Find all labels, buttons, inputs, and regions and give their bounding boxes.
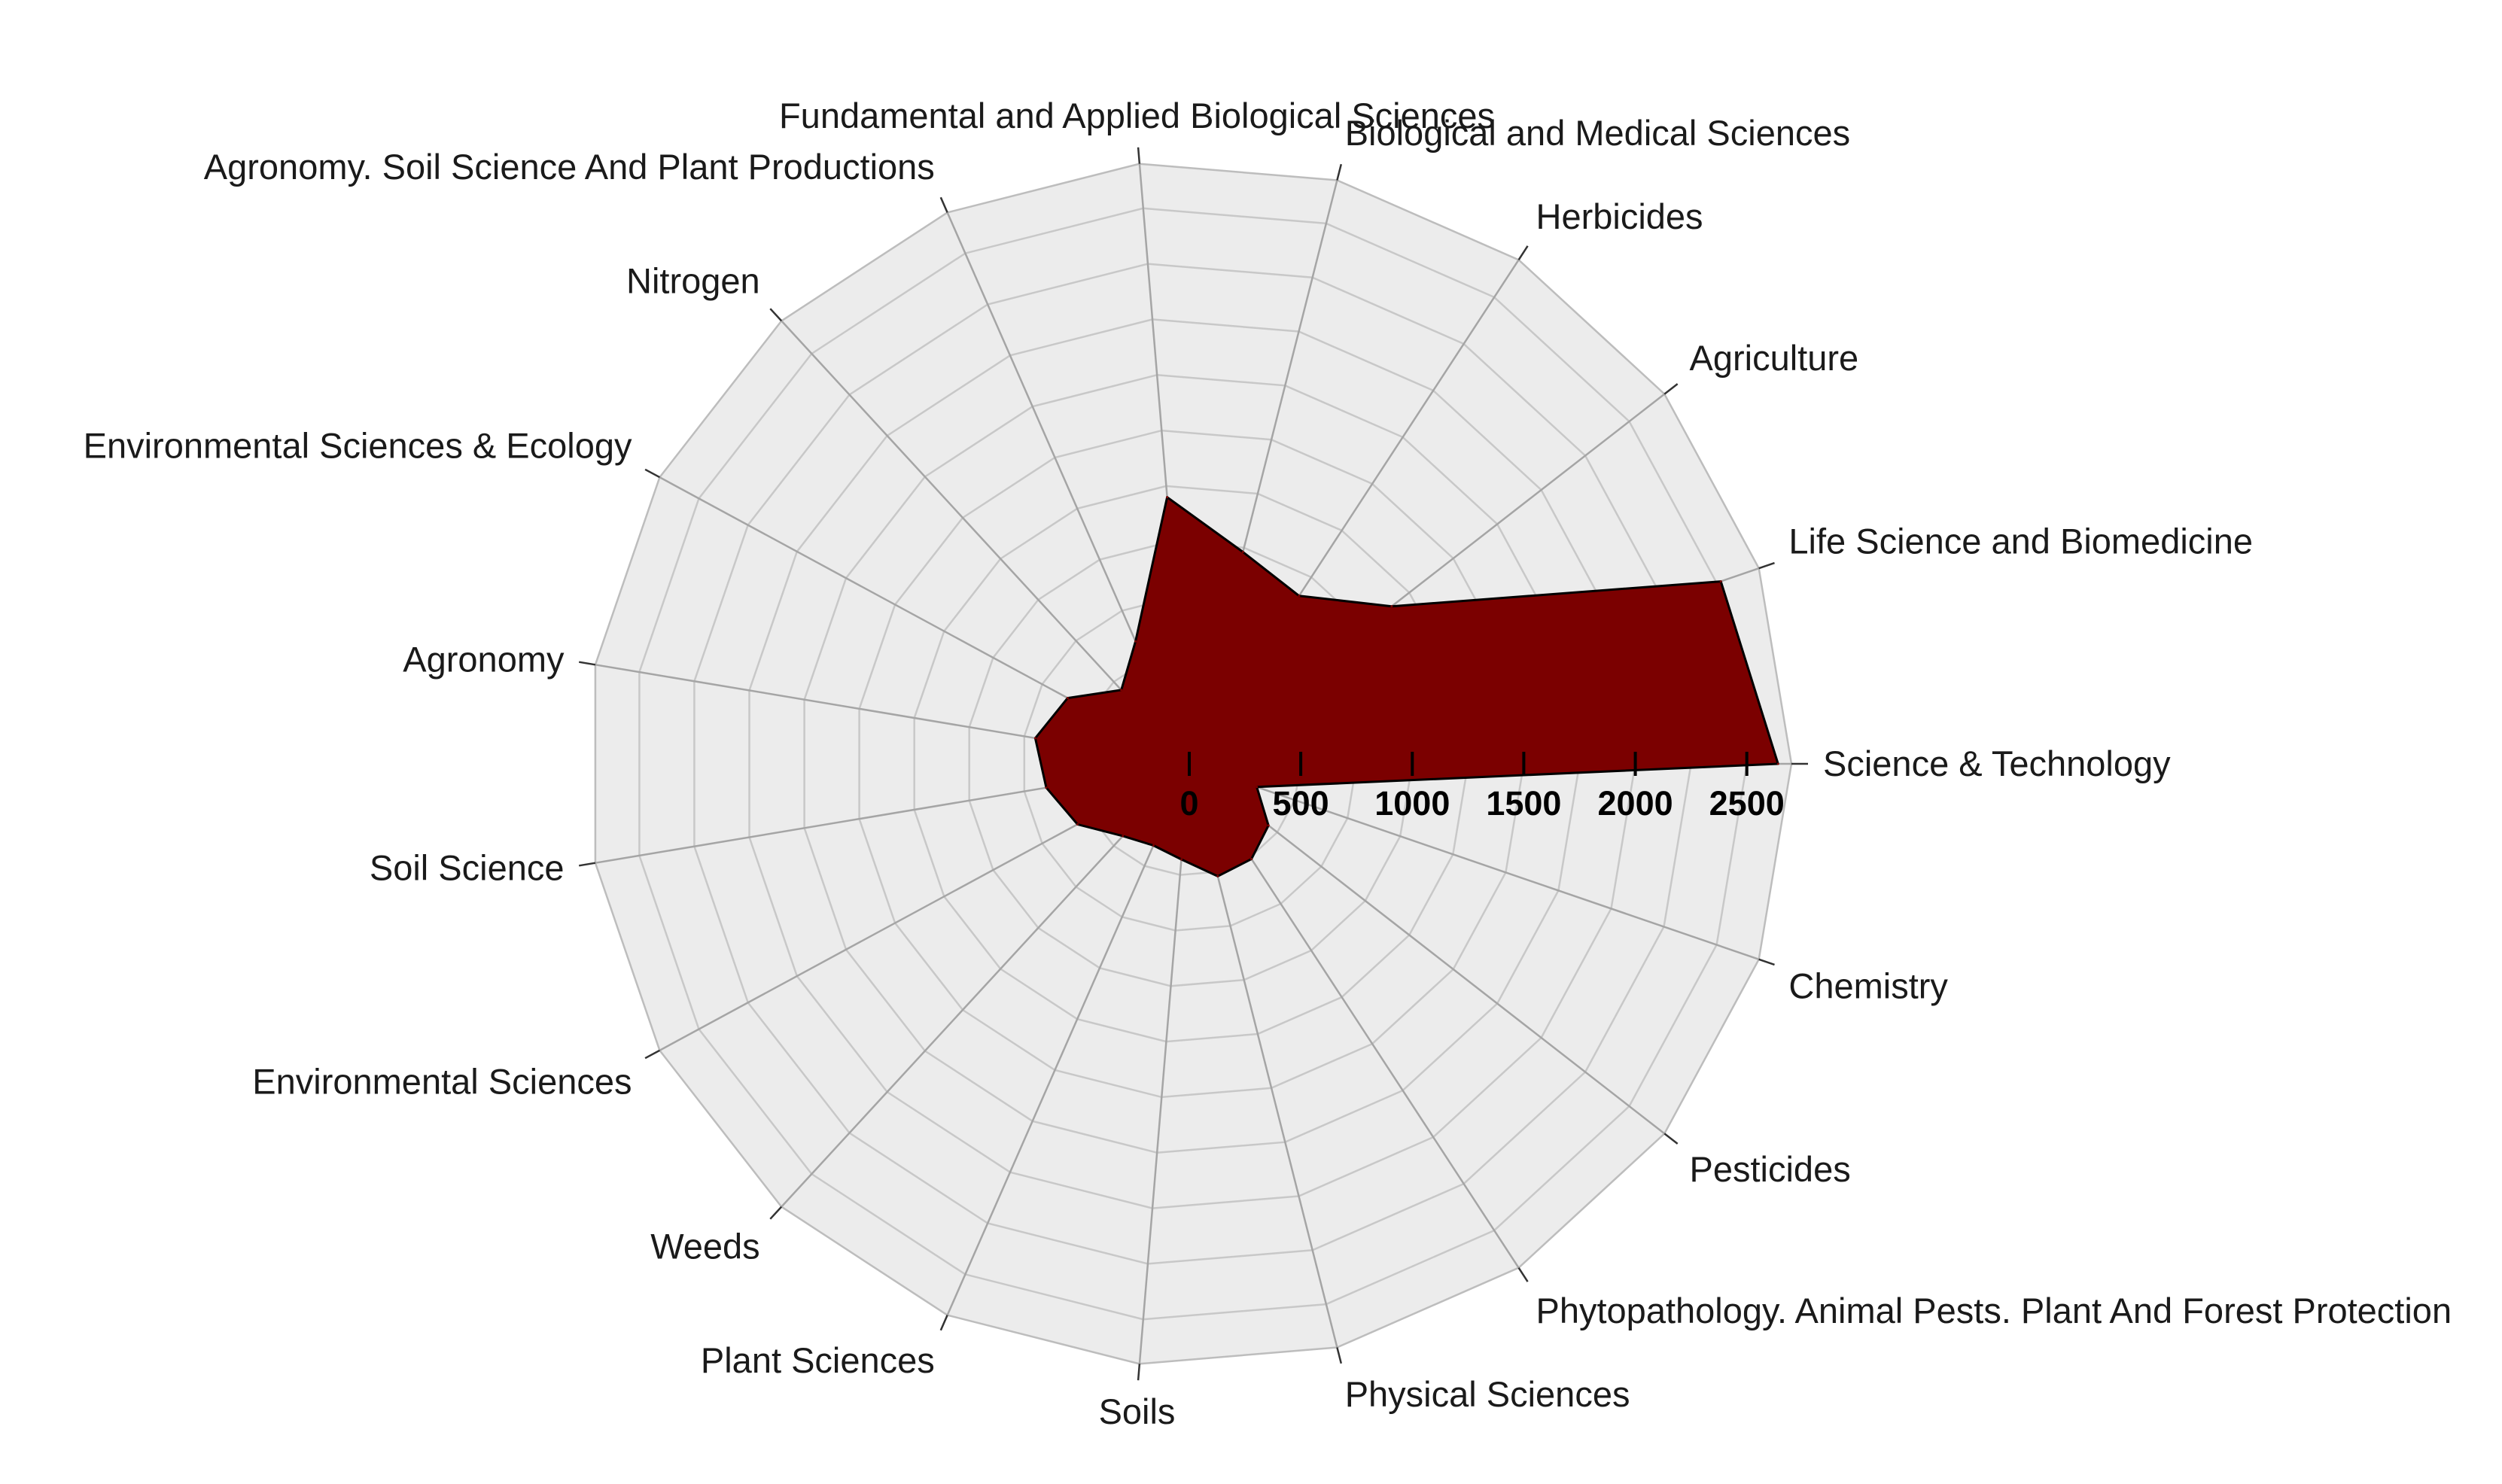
grid-ring — [913, 485, 1469, 1043]
radial-tick-label: 1500 — [1486, 784, 1561, 823]
axis-spoke — [1138, 763, 1191, 1364]
data-point — [1256, 786, 1259, 789]
category-label: Herbicides — [1536, 196, 1703, 236]
radial-tick-label: 1000 — [1374, 784, 1450, 823]
axis-tick-mark — [1663, 1133, 1679, 1145]
radial-tick-label: 2500 — [1709, 784, 1785, 823]
category-label: Phytopathology. Animal Pests. Plant And … — [1536, 1291, 2452, 1330]
data-point — [1120, 689, 1123, 692]
radial-grid — [638, 207, 1748, 1321]
category-label: Science & Technology — [1823, 744, 2171, 783]
category-label: Nitrogen — [626, 261, 760, 301]
category-labels: Science & Technology Life Science and Bio… — [84, 96, 2452, 1431]
data-point — [1180, 858, 1183, 861]
grid-ring — [638, 207, 1748, 1321]
axis-tick-mark — [939, 1315, 948, 1331]
axis-tick-mark — [1758, 958, 1775, 966]
data-point — [1122, 835, 1125, 838]
data-point — [1216, 874, 1219, 877]
axis-tick-mark — [1137, 1364, 1141, 1381]
data-point — [1298, 595, 1301, 598]
axis-tick-mark — [939, 196, 948, 213]
data-point — [1776, 762, 1779, 765]
grid-ring — [693, 263, 1692, 1265]
radial-tick-label: 500 — [1273, 784, 1329, 823]
grid-ring — [968, 540, 1414, 987]
axis-tick-mark — [578, 862, 596, 867]
data-point — [1152, 844, 1155, 847]
category-label: Agronomy. Soil Science And Plant Product… — [204, 147, 935, 187]
axis-tick-mark — [578, 661, 596, 666]
data-point — [1166, 496, 1169, 499]
radial-tick-labels: 0 500 1000 1500 2000 2500 — [1179, 752, 1785, 823]
category-label: Fundamental and Applied Biological Scien… — [779, 96, 1495, 135]
category-label: Soils — [1099, 1391, 1176, 1431]
category-label: Agriculture — [1690, 338, 1859, 378]
axis-spoke — [1189, 762, 1760, 960]
category-label: Soil Science — [370, 848, 565, 888]
category-label: Life Science and Biomedicine — [1788, 522, 2253, 561]
data-point — [1076, 823, 1079, 826]
axis-tick-mark — [769, 1206, 783, 1220]
series-area — [1033, 496, 1779, 877]
data-point — [1045, 786, 1048, 789]
data-point — [1719, 580, 1722, 583]
grid-ring — [858, 429, 1525, 1099]
category-label: Weeds — [650, 1227, 759, 1267]
axis-tick-mark — [1663, 383, 1679, 395]
axis-tick-mark — [1758, 561, 1775, 570]
axis-tick-mark — [769, 308, 783, 322]
data-point — [1066, 697, 1069, 700]
data-point — [1134, 640, 1137, 643]
category-label: Chemistry — [1788, 966, 1948, 1005]
category-label: Biological and Medical Sciences — [1345, 113, 1850, 153]
axis-tick-mark — [1336, 163, 1343, 181]
axis-tick-mark — [644, 1049, 660, 1060]
grid-ring — [803, 374, 1581, 1154]
axis-tick-mark — [1336, 1347, 1343, 1364]
series-layer — [1033, 496, 1779, 877]
radial-tick-label: 0 — [1179, 784, 1198, 823]
data-point — [1033, 737, 1036, 740]
grid-ring — [748, 318, 1636, 1209]
axis-tick-mark — [1517, 1267, 1529, 1282]
data-point — [1267, 824, 1270, 827]
axis-spoke — [781, 763, 1190, 1208]
data-point — [1241, 551, 1244, 553]
category-label: Agronomy — [403, 639, 565, 679]
category-label: Physical Sciences — [1345, 1374, 1630, 1414]
data-point — [1250, 858, 1253, 860]
category-label: Environmental Sciences & Ecology — [84, 425, 632, 465]
axis-spoke — [946, 763, 1191, 1316]
axis-tick-mark — [644, 468, 660, 479]
category-label: Plant Sciences — [701, 1340, 935, 1380]
axis-tick-mark — [1137, 147, 1141, 164]
radial-tick-label: 2000 — [1598, 784, 1673, 823]
category-label: Environmental Sciences — [252, 1062, 632, 1102]
category-label: Pesticides — [1690, 1149, 1851, 1189]
data-point — [1390, 605, 1393, 608]
axis-tick-mark — [1517, 245, 1529, 260]
